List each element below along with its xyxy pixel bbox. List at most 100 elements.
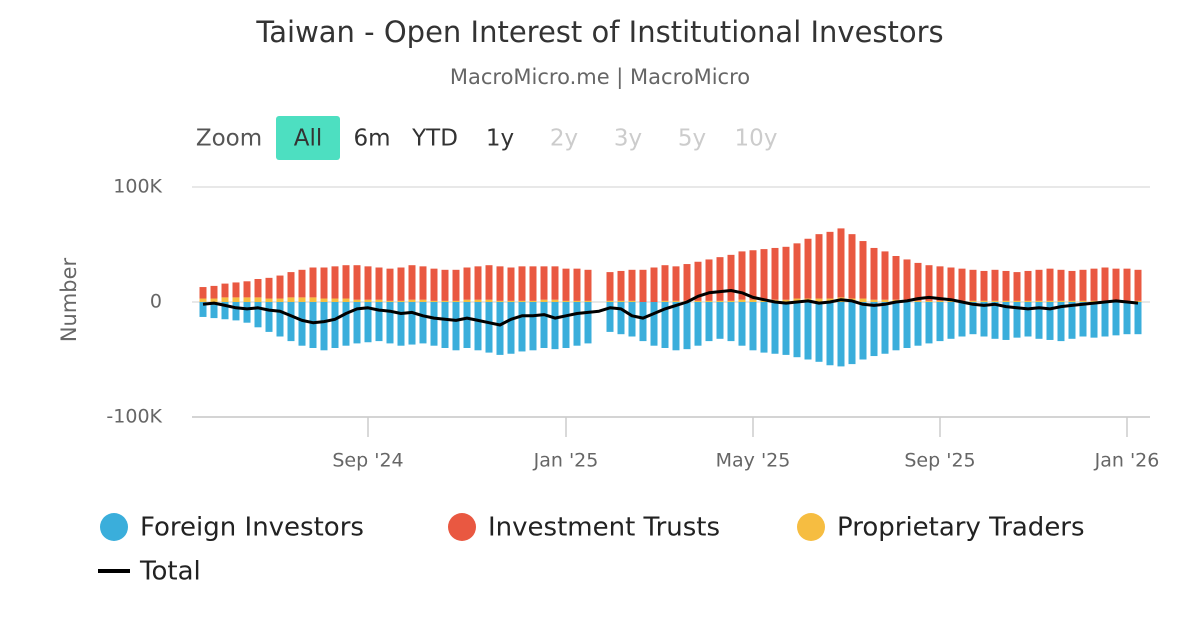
bar xyxy=(1079,302,1087,337)
bar xyxy=(408,299,416,302)
bar xyxy=(958,268,966,301)
zoom-button[interactable]: All xyxy=(294,126,323,152)
bar xyxy=(276,302,284,337)
bar xyxy=(694,300,702,302)
bar xyxy=(496,300,504,302)
bar xyxy=(419,299,427,302)
bar xyxy=(276,275,284,299)
bar xyxy=(925,300,933,302)
bar xyxy=(1101,302,1109,337)
x-tick-label: Sep '25 xyxy=(904,450,975,472)
bar xyxy=(881,251,889,300)
bar xyxy=(551,299,559,302)
bar xyxy=(1057,300,1065,302)
bar xyxy=(628,302,636,337)
bar xyxy=(738,299,746,302)
chart-title: Taiwan - Open Interest of Institutional … xyxy=(255,15,943,49)
bar xyxy=(573,268,581,301)
bar xyxy=(1046,302,1054,340)
bar xyxy=(925,302,933,344)
bar xyxy=(1068,270,1076,301)
zoom-button: 2y xyxy=(550,126,578,152)
bar xyxy=(969,302,977,335)
bar xyxy=(573,300,581,302)
bar xyxy=(991,302,999,339)
bar xyxy=(353,302,361,344)
bar xyxy=(1090,302,1098,338)
bar xyxy=(507,300,515,302)
bar xyxy=(584,269,592,301)
bar xyxy=(683,302,691,350)
bar xyxy=(386,268,394,301)
bar xyxy=(991,300,999,302)
bar xyxy=(991,269,999,301)
bar xyxy=(1035,300,1043,302)
legend-label[interactable]: Total xyxy=(139,557,201,587)
zoom-button[interactable]: YTD xyxy=(411,126,458,152)
bar xyxy=(1002,270,1010,301)
x-tick-label: Jan '26 xyxy=(1094,450,1160,472)
bar xyxy=(353,299,361,302)
bar xyxy=(606,300,614,302)
bar xyxy=(463,299,471,302)
bar xyxy=(617,270,625,301)
bar xyxy=(331,302,339,348)
bar xyxy=(903,259,911,300)
bar xyxy=(815,302,823,362)
bar xyxy=(518,302,526,352)
bar xyxy=(859,298,867,302)
bar xyxy=(452,269,460,301)
y-axis-label: Number xyxy=(57,257,81,342)
bar xyxy=(551,266,559,300)
legend-label[interactable]: Investment Trusts xyxy=(488,513,720,543)
legend-label[interactable]: Foreign Investors xyxy=(140,513,364,543)
zoom-button[interactable]: 6m xyxy=(353,126,390,152)
bar xyxy=(331,266,339,299)
legend-marker xyxy=(100,513,128,541)
bar xyxy=(793,302,801,358)
bar xyxy=(529,266,537,301)
bar xyxy=(628,300,636,302)
bar xyxy=(221,302,229,320)
bar xyxy=(1134,269,1142,301)
bar xyxy=(727,302,735,342)
bar xyxy=(210,302,218,319)
bar xyxy=(474,266,482,300)
bar xyxy=(1035,302,1043,339)
bar xyxy=(254,297,262,302)
bar xyxy=(826,302,834,366)
bar xyxy=(507,267,515,301)
bar xyxy=(452,302,460,351)
bar xyxy=(661,300,669,302)
bar xyxy=(716,302,724,339)
bar xyxy=(881,302,889,354)
bar xyxy=(496,302,504,355)
bar xyxy=(309,297,317,302)
bar xyxy=(793,298,801,302)
bar xyxy=(749,299,757,302)
legend-label[interactable]: Proprietary Traders xyxy=(837,513,1085,543)
bar xyxy=(287,297,295,302)
bar xyxy=(815,234,823,299)
bar xyxy=(485,265,493,300)
bar xyxy=(287,302,295,342)
bar xyxy=(1024,300,1032,302)
bar xyxy=(441,302,449,348)
bar xyxy=(1123,302,1131,335)
bar xyxy=(507,302,515,354)
bar xyxy=(309,267,317,298)
bar xyxy=(749,302,757,351)
bar xyxy=(353,265,361,300)
bar xyxy=(848,234,856,299)
bar xyxy=(397,300,405,302)
bar xyxy=(287,272,295,298)
bar xyxy=(1057,302,1065,342)
bar xyxy=(562,302,570,348)
bar xyxy=(397,302,405,346)
bar xyxy=(1057,269,1065,301)
bar xyxy=(848,302,856,365)
bar xyxy=(265,298,273,302)
zoom-button[interactable]: 1y xyxy=(486,126,514,152)
bar xyxy=(1046,300,1054,302)
bar xyxy=(1013,302,1021,338)
